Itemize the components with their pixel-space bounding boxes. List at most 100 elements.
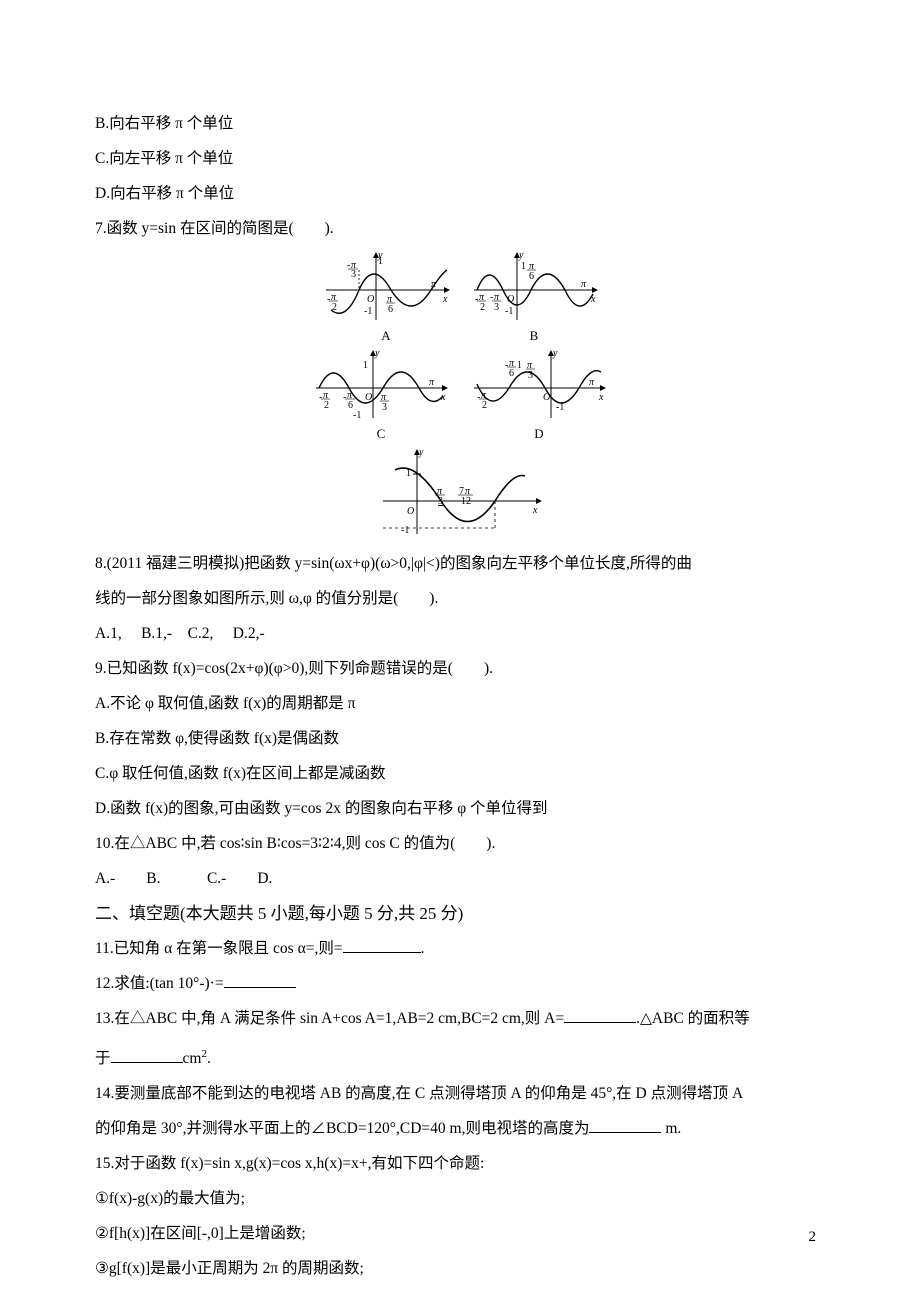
fig-row-1: - π 3 1 y O π 6 π x -1 - π 2: [321, 250, 599, 344]
fig-q8: y 1 O π 3 7π 12 x -1: [375, 446, 545, 538]
svg-text:3: 3: [494, 302, 499, 313]
q11-text: 11.已知角 α 在第一象限且 cos α=,则=: [95, 940, 343, 957]
q10: 10.在△ABC 中,若 cos∶sin B∶cos=3∶2∶4,则 cos C…: [95, 830, 825, 858]
svg-text:6: 6: [388, 304, 393, 315]
svg-text:y: y: [374, 348, 380, 359]
q11-end: .: [421, 940, 425, 957]
svg-text:6: 6: [529, 271, 534, 282]
blank-q13b: [111, 1048, 183, 1063]
svg-text:-: -: [490, 292, 493, 303]
q11: 11.已知角 α 在第一象限且 cos α=,则=.: [95, 935, 825, 963]
svg-text:1: 1: [521, 261, 526, 272]
q14-l2: 的仰角是 30°,并测得水平面上的∠BCD=120°,CD=40 m,则电视塔的…: [95, 1115, 825, 1143]
opt-d: D.向右平移 π 个单位: [95, 180, 825, 208]
opt-c: C.向左平移 π 个单位: [95, 145, 825, 173]
q12: 12.求值:(tan 10°-)·=: [95, 970, 825, 998]
svg-text:-: -: [475, 294, 478, 305]
q15-2: ②f[h(x)]在区间[-,0]上是增函数;: [95, 1220, 825, 1248]
q9-b: B.存在常数 φ,使得函数 f(x)是偶函数: [95, 725, 825, 753]
section-2: 二、填空题(本大题共 5 小题,每小题 5 分,共 25 分): [95, 900, 825, 928]
svg-text:O: O: [365, 392, 372, 403]
svg-text:x: x: [440, 392, 446, 403]
svg-text:O: O: [543, 392, 550, 403]
svg-text:O: O: [367, 294, 374, 305]
chart-b: y 1 π 6 O π x - π 2 - π 3 -1: [469, 250, 599, 330]
q8-opts: A.1, B.1,- C.2, D.2,-: [95, 620, 825, 648]
svg-text:-1: -1: [556, 402, 564, 413]
q13-c: 于: [95, 1050, 111, 1067]
svg-text:1: 1: [517, 360, 522, 371]
svg-text:-: -: [505, 360, 508, 371]
svg-text:x: x: [532, 505, 538, 516]
cap-a: A: [321, 328, 451, 344]
chart-c: y 1 O π 3 π x - π 2 - π 6 -1: [311, 348, 451, 428]
q15-3: ③g[f(x)]是最小正周期为 2π 的周期函数;: [95, 1255, 825, 1283]
q9-a: A.不论 φ 取何值,函数 f(x)的周期都是 π: [95, 690, 825, 718]
svg-text:2: 2: [480, 302, 485, 313]
fig-c: y 1 O π 3 π x - π 2 - π 6 -1: [311, 348, 451, 442]
q15: 15.对于函数 f(x)=sin x,g(x)=cos x,h(x)=x+,有如…: [95, 1150, 825, 1178]
svg-text:-: -: [319, 392, 322, 403]
blank-q12: [224, 973, 296, 988]
svg-text:2: 2: [324, 400, 329, 411]
q14-b: 的仰角是 30°,并测得水平面上的∠BCD=120°,CD=40 m,则电视塔的…: [95, 1120, 589, 1137]
fig-row-2: y 1 O π 3 π x - π 2 - π 6 -1: [311, 348, 609, 442]
svg-text:-: -: [477, 392, 480, 403]
svg-text:O: O: [407, 506, 414, 517]
fig-b: y 1 π 6 O π x - π 2 - π 3 -1: [469, 250, 599, 344]
fig-d: y 1 - π 6 π 3 O π x - π 2 -1: [469, 348, 609, 442]
q14-l1: 14.要测量底部不能到达的电视塔 AB 的高度,在 C 点测得塔顶 A 的仰角是…: [95, 1080, 825, 1108]
q9-d: D.函数 f(x)的图象,可由函数 y=cos 2x 的图象向右平移 φ 个单位…: [95, 795, 825, 823]
q13-b: .△ABC 的面积等: [636, 1010, 750, 1027]
svg-text:x: x: [442, 294, 448, 305]
svg-text:12: 12: [461, 496, 471, 507]
q14-c: m.: [661, 1120, 681, 1137]
svg-text:-: -: [347, 260, 350, 271]
q8-line1: 8.(2011 福建三明模拟)把函数 y=sin(ωx+φ)(ω>0,|φ|<)…: [95, 550, 825, 578]
svg-text:2: 2: [332, 302, 337, 313]
q13-d: cm: [183, 1050, 202, 1067]
svg-text:π: π: [581, 279, 587, 290]
svg-text:3: 3: [528, 370, 533, 381]
cap-d: D: [469, 426, 609, 442]
cap-b: B: [469, 328, 599, 344]
chart-d: y 1 - π 6 π 3 O π x - π 2 -1: [469, 348, 609, 428]
svg-text:y: y: [552, 348, 558, 359]
q13-l1: 13.在△ABC 中,角 A 满足条件 sin A+cos A=1,AB=2 c…: [95, 1005, 825, 1033]
q13-a: 13.在△ABC 中,角 A 满足条件 sin A+cos A=1,AB=2 c…: [95, 1010, 564, 1027]
svg-text:1: 1: [363, 360, 368, 371]
svg-text:-1: -1: [353, 410, 361, 421]
svg-text:-: -: [327, 294, 330, 305]
svg-text:π: π: [429, 377, 435, 388]
svg-text:1: 1: [406, 468, 411, 479]
svg-text:y: y: [377, 250, 383, 261]
fig-row-3: y 1 O π 3 7π 12 x -1: [375, 446, 545, 538]
svg-text:π: π: [589, 377, 595, 388]
chart-q8: y 1 O π 3 7π 12 x -1: [375, 446, 545, 538]
chart-a: - π 3 1 y O π 6 π x -1 - π 2: [321, 250, 451, 330]
q9: 9.已知函数 f(x)=cos(2x+φ)(φ>0),则下列命题错误的是( ).: [95, 655, 825, 683]
blank-q14: [589, 1118, 661, 1133]
svg-text:-1: -1: [505, 306, 513, 317]
q7: 7.函数 y=sin 在区间的简图是( ).: [95, 215, 825, 243]
fig-a: - π 3 1 y O π 6 π x -1 - π 2: [321, 250, 451, 344]
svg-text:y: y: [418, 447, 424, 458]
svg-text:3: 3: [382, 402, 387, 413]
opt-b: B.向右平移 π 个单位: [95, 110, 825, 138]
q8-line2: 线的一部分图象如图所示,则 ω,φ 的值分别是( ).: [95, 585, 825, 613]
page: B.向右平移 π 个单位 C.向左平移 π 个单位 D.向右平移 π 个单位 7…: [0, 0, 920, 1302]
q9-c: C.φ 取任何值,函数 f(x)在区间上都是减函数: [95, 760, 825, 788]
cap-c: C: [311, 426, 451, 442]
q12-text: 12.求值:(tan 10°-)·=: [95, 975, 224, 992]
q13-e: .: [207, 1050, 211, 1067]
page-number: 2: [809, 1229, 817, 1246]
svg-text:-1: -1: [364, 306, 372, 317]
q13-l2: 于cm2.: [95, 1040, 825, 1073]
svg-text:x: x: [598, 392, 604, 403]
svg-text:6: 6: [509, 368, 514, 379]
q15-1: ①f(x)-g(x)的最大值为;: [95, 1185, 825, 1213]
svg-text:y: y: [518, 250, 524, 261]
svg-text:3: 3: [351, 269, 356, 280]
svg-text:x: x: [590, 294, 596, 305]
svg-text:2: 2: [482, 400, 487, 411]
